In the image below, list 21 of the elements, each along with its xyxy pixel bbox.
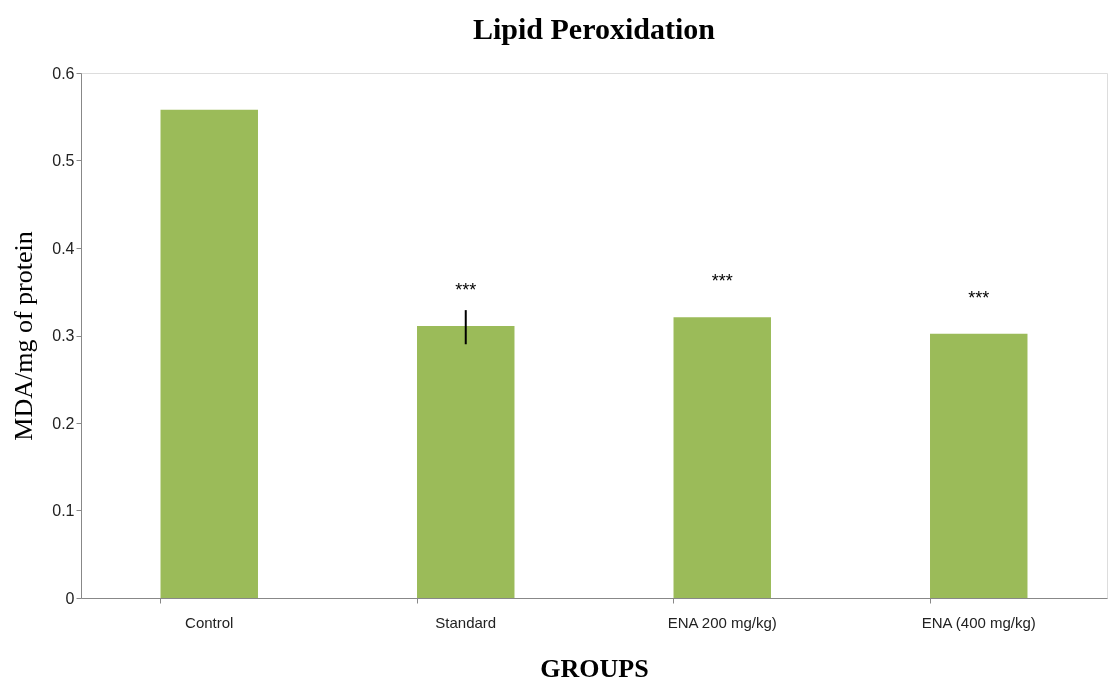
x-tick-label: ENA 200 mg/kg) [667,613,777,631]
y-tick-label: 0.4 [52,239,75,257]
x-tick-label: ENA (400 mg/kg) [921,613,1036,631]
y-tick-label: 0.2 [52,414,75,432]
y-axis-title: MDA/mg of protein [9,231,39,441]
bar [930,333,1028,598]
x-tick-label: Standard [435,613,497,631]
y-tick-label: 0.6 [52,64,75,82]
y-tick-label: 0.5 [52,152,75,169]
bar [673,317,771,598]
x-tick-label: Control [185,613,234,631]
x-axis-title: GROUPS [540,653,649,683]
annotation: *** [711,271,733,292]
y-tick-label: 0.1 [52,502,75,519]
y-tick-label: 0.3 [52,327,75,344]
annotation: *** [455,279,477,300]
bar [417,325,515,598]
y-tick-label: 0 [65,589,75,607]
chart-title: Lipid Peroxidation [473,12,716,45]
annotation: *** [968,287,990,308]
bar [160,109,258,598]
